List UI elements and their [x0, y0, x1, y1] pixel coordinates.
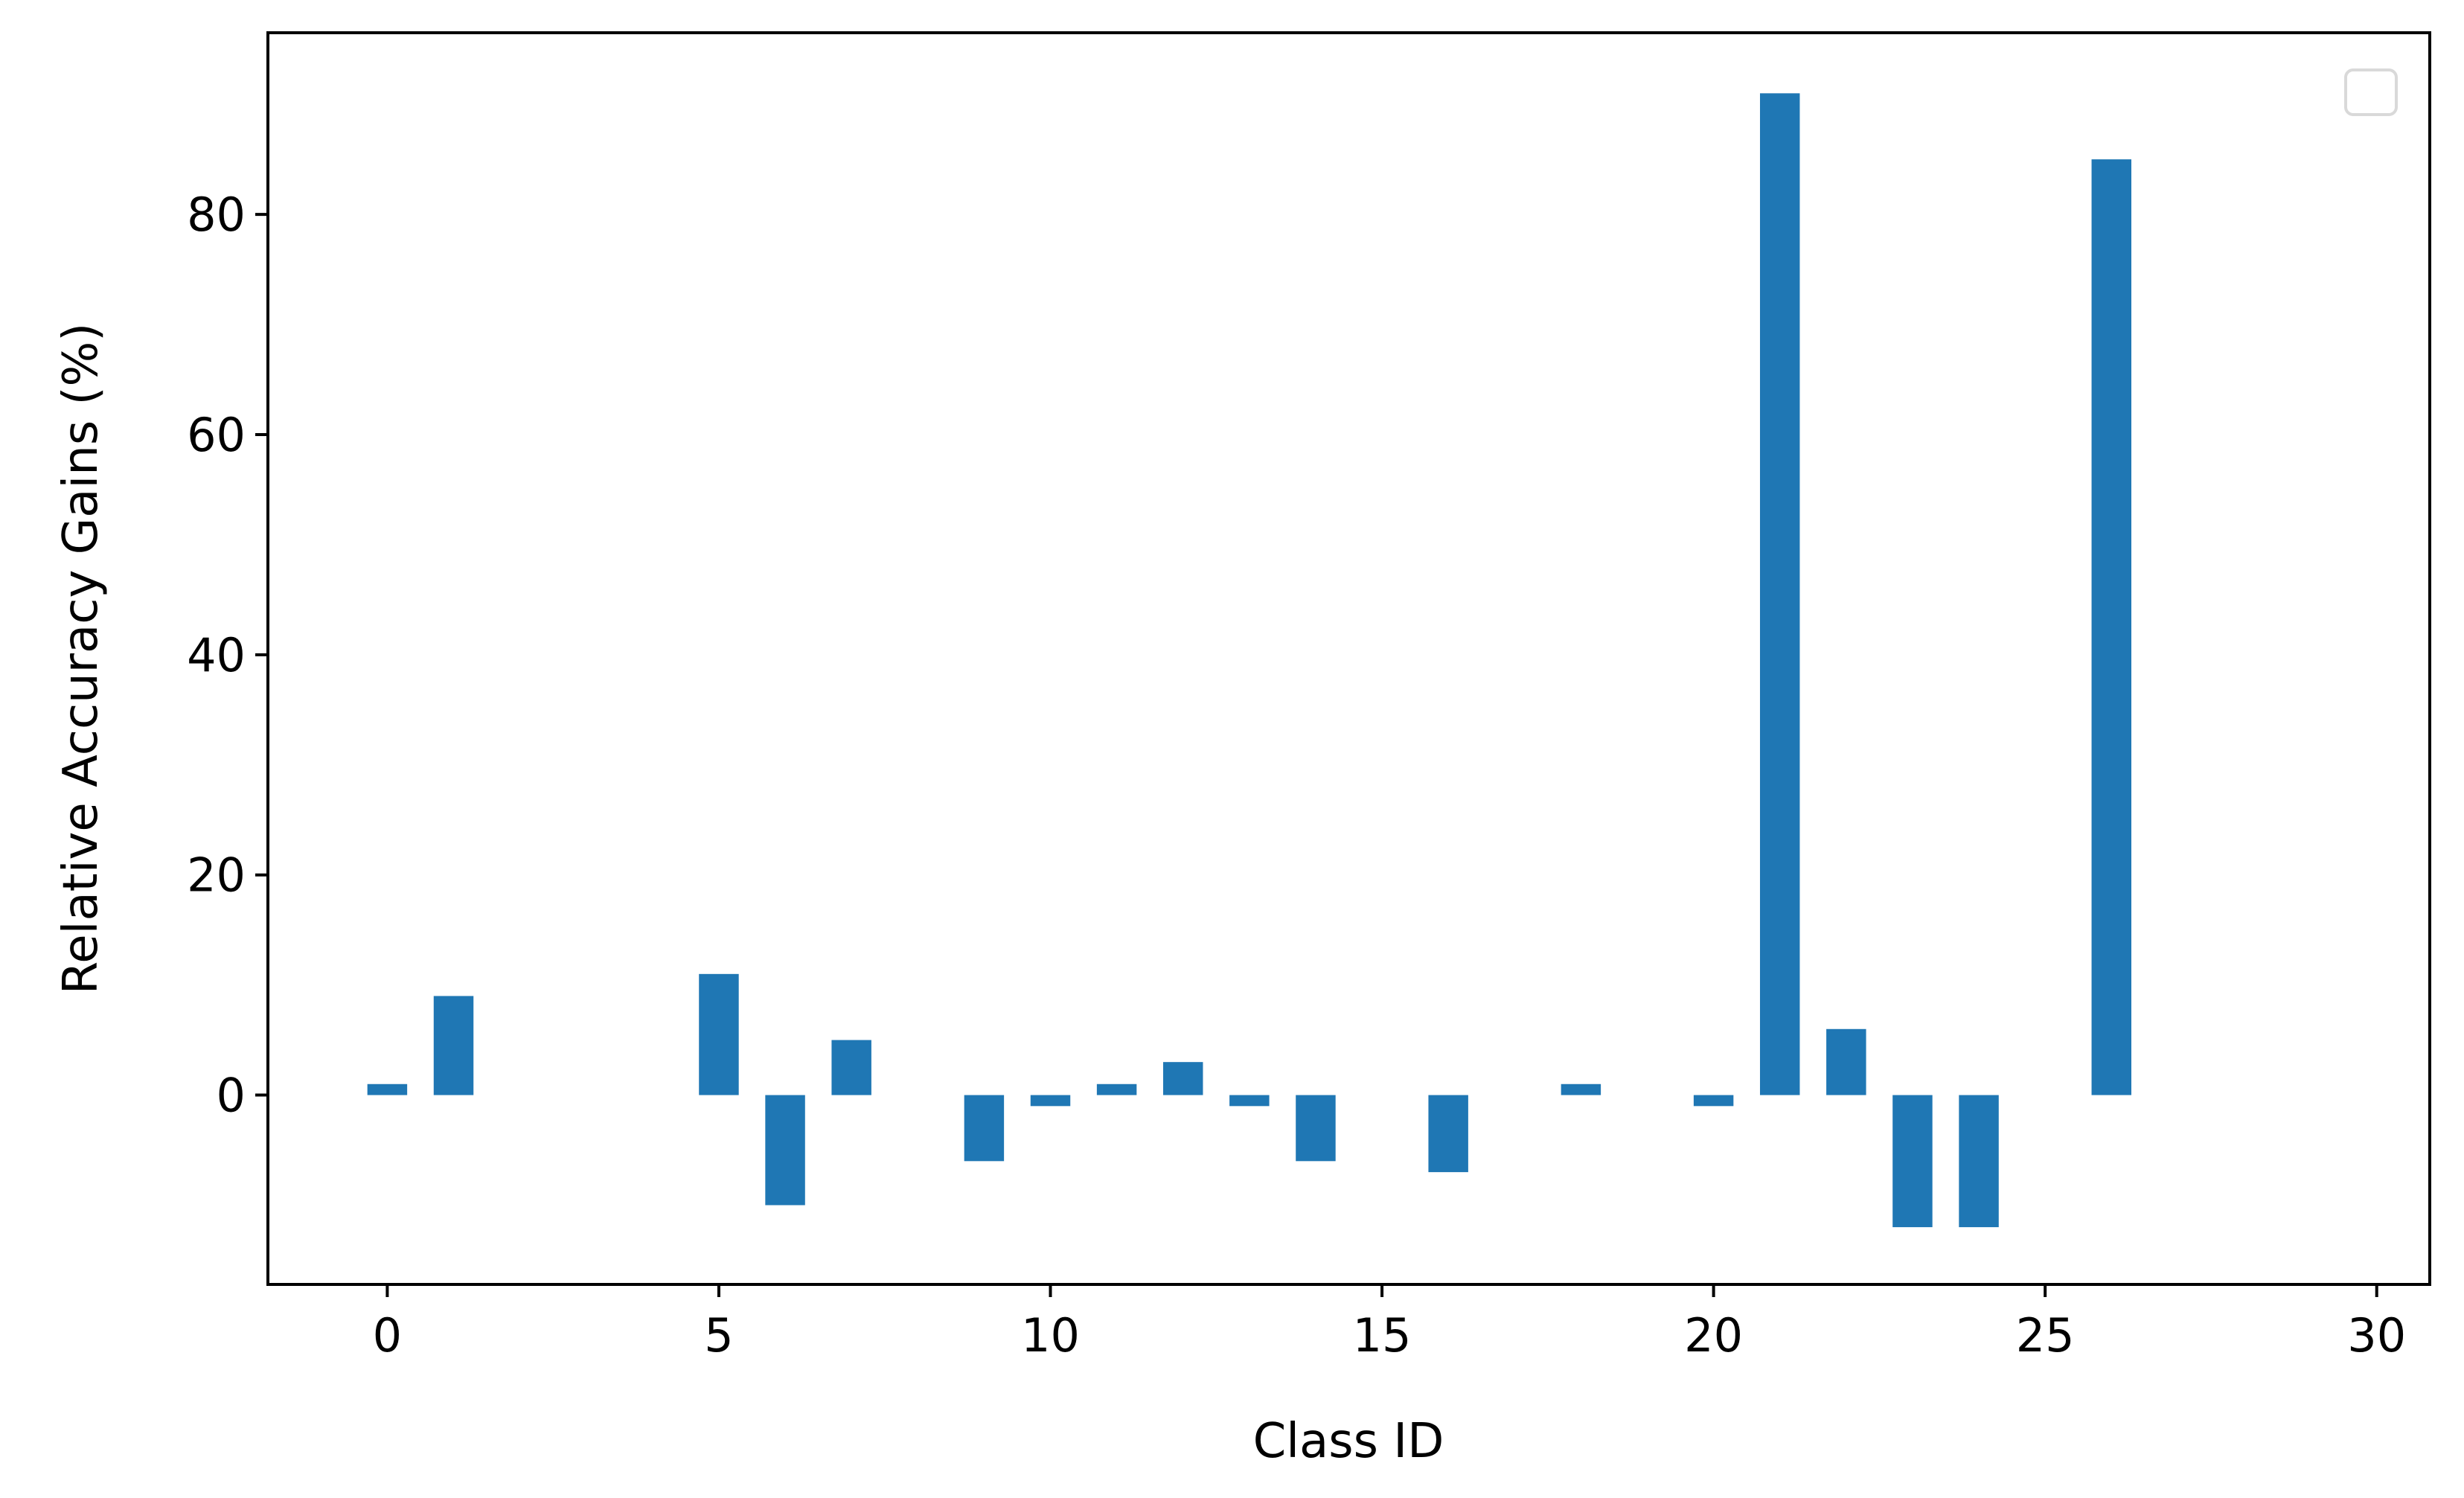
y-axis-label: Relative Accuracy Gains (%)	[54, 323, 109, 995]
bar-class-21	[1759, 93, 1800, 1095]
bar-class-6	[765, 1095, 805, 1206]
legend-box	[2344, 68, 2398, 116]
bar-class-16	[1428, 1095, 1468, 1173]
bar-class-5	[699, 973, 739, 1095]
x-tick-label: 0	[373, 1308, 402, 1363]
bar-class-20	[1693, 1095, 1734, 1107]
bars-group	[367, 93, 2132, 1228]
bar-class-13	[1229, 1095, 1270, 1107]
bar-class-18	[1561, 1084, 1601, 1095]
y-tick-label: 40	[187, 628, 246, 682]
x-tick-label: 20	[1684, 1308, 1743, 1363]
bar-class-9	[964, 1095, 1005, 1162]
bar-class-24	[1959, 1095, 1999, 1228]
x-tick-label: 10	[1021, 1308, 1080, 1363]
bar-class-22	[1826, 1028, 1866, 1095]
bar-class-12	[1162, 1062, 1203, 1095]
bar-class-11	[1096, 1084, 1137, 1095]
bar-class-1	[433, 996, 474, 1095]
bar-class-14	[1296, 1095, 1336, 1162]
bar-class-7	[831, 1040, 871, 1095]
y-tick-label: 80	[187, 188, 246, 242]
y-axis-ticks: 0 20 40 60 80	[187, 188, 268, 1123]
bar-class-23	[1892, 1095, 1933, 1228]
x-tick-label: 25	[2016, 1308, 2075, 1363]
y-tick-label: 20	[187, 848, 246, 903]
x-tick-label: 30	[2347, 1308, 2406, 1363]
y-tick-label: 0	[217, 1069, 246, 1123]
plot-frame	[266, 31, 2431, 1286]
x-tick-label: 15	[1353, 1308, 1412, 1363]
x-axis-label: Class ID	[1253, 1414, 1444, 1469]
x-tick-label: 5	[704, 1308, 733, 1363]
x-axis-ticks: 0 5 10 15 20 25 30	[373, 1284, 2406, 1363]
bar-class-10	[1030, 1095, 1071, 1107]
y-tick-label: 60	[187, 408, 246, 462]
bar-class-0	[367, 1084, 408, 1095]
bar-class-26	[2091, 159, 2132, 1095]
